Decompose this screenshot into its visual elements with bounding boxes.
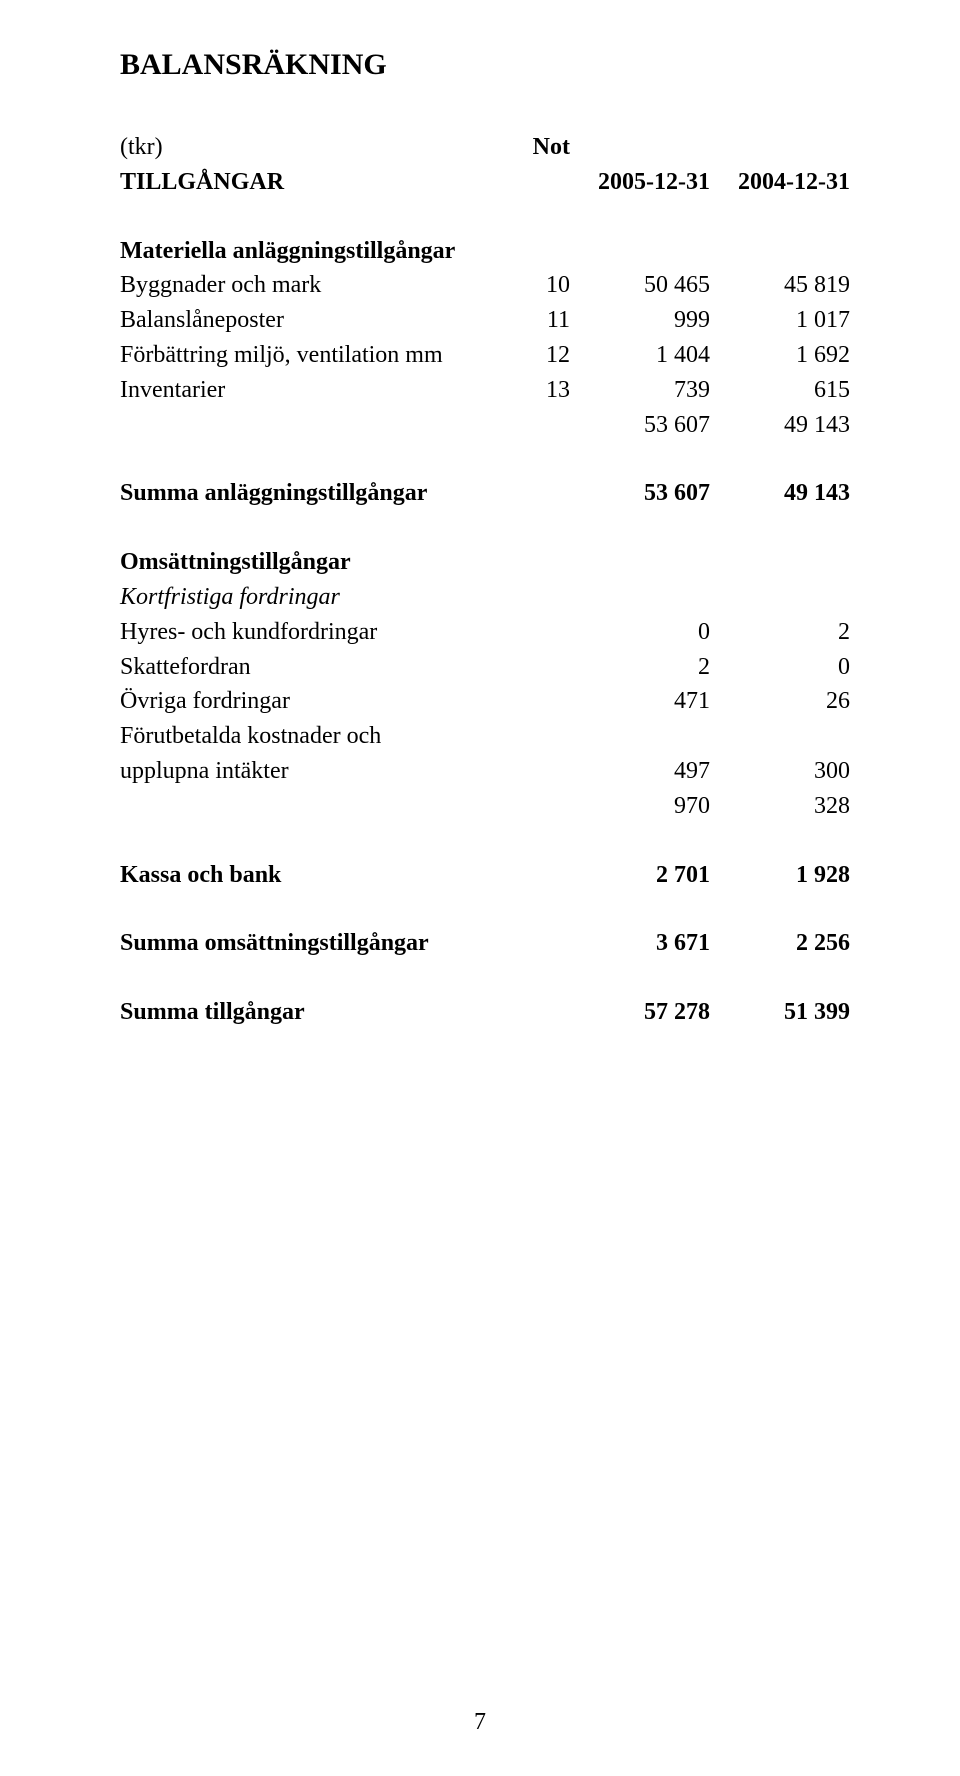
table-row: Övriga fordringar 471 26 — [120, 684, 850, 719]
row-b: 1 017 — [710, 303, 850, 338]
row-not: 11 — [500, 303, 570, 338]
mat-subtotal-a: 53 607 — [570, 408, 710, 443]
table-row: Hyres- och kundfordringar 0 2 — [120, 615, 850, 650]
col-b-header: 2004-12-31 — [710, 165, 850, 200]
sum-oms-b: 2 256 — [710, 926, 850, 961]
oms-subheading: Kortfristiga fordringar — [120, 580, 850, 615]
row-a: 471 — [570, 684, 710, 719]
col-a-header: 2005-12-31 — [570, 165, 710, 200]
row-b: 2 — [710, 615, 850, 650]
row-a: 1 404 — [570, 338, 710, 373]
mat-total-a: 53 607 — [570, 476, 710, 511]
oms-subtotal-row: 970 328 — [120, 789, 850, 824]
row-a: 999 — [570, 303, 710, 338]
mat-total-row: Summa anläggningstillgångar 53 607 49 14… — [120, 476, 850, 511]
row-b: 0 — [710, 650, 850, 685]
forut-row-2: upplupna intäkter 497 300 — [120, 754, 850, 789]
row-not: 10 — [500, 268, 570, 303]
sum-oms-row: Summa omsättningstillgångar 3 671 2 256 — [120, 926, 850, 961]
row-a: 2 — [570, 650, 710, 685]
sum-oms-label: Summa omsättningstillgångar — [120, 926, 500, 961]
row-b: 26 — [710, 684, 850, 719]
page-number: 7 — [0, 1709, 960, 1736]
oms-subtotal-a: 970 — [570, 789, 710, 824]
kassa-label: Kassa och bank — [120, 858, 500, 893]
mat-heading: Materiella anläggningstillgångar — [120, 234, 850, 269]
forut-label-2: upplupna intäkter — [120, 754, 500, 789]
row-label: Byggnader och mark — [120, 268, 500, 303]
sum-tot-row: Summa tillgångar 57 278 51 399 — [120, 995, 850, 1030]
mat-subtotal-b: 49 143 — [710, 408, 850, 443]
row-a: 50 465 — [570, 268, 710, 303]
forut-a: 497 — [570, 754, 710, 789]
table-row: Förbättring miljö, ventilation mm 12 1 4… — [120, 338, 850, 373]
row-b: 1 692 — [710, 338, 850, 373]
row-label: Inventarier — [120, 373, 500, 408]
row-label: Hyres- och kundfordringar — [120, 615, 500, 650]
oms-subtotal-b: 328 — [710, 789, 850, 824]
mat-total-label: Summa anläggningstillgångar — [120, 476, 500, 511]
mat-total-b: 49 143 — [710, 476, 850, 511]
forut-row-1: Förutbetalda kostnader och — [120, 719, 850, 754]
page-title: BALANSRÄKNING — [120, 48, 840, 82]
sum-tot-label: Summa tillgångar — [120, 995, 500, 1030]
row-not: 13 — [500, 373, 570, 408]
kassa-a: 2 701 — [570, 858, 710, 893]
forut-label-1: Förutbetalda kostnader och — [120, 719, 850, 754]
sum-oms-a: 3 671 — [570, 926, 710, 961]
header-row-section: TILLGÅNGAR 2005-12-31 2004-12-31 — [120, 165, 850, 200]
table-row: Byggnader och mark 10 50 465 45 819 — [120, 268, 850, 303]
row-label: Skattefordran — [120, 650, 500, 685]
oms-heading: Omsättningstillgångar — [120, 545, 850, 580]
section-header: TILLGÅNGAR — [120, 165, 500, 200]
page: BALANSRÄKNING (tkr) Not TILLGÅNGAR 2005-… — [0, 0, 960, 1776]
row-a: 739 — [570, 373, 710, 408]
header-row-unit: (tkr) Not — [120, 130, 850, 165]
row-label: Övriga fordringar — [120, 684, 500, 719]
mat-subtotal-row: 53 607 49 143 — [120, 408, 850, 443]
table-row: Balanslåneposter 11 999 1 017 — [120, 303, 850, 338]
unit-label: (tkr) — [120, 130, 500, 165]
row-a: 0 — [570, 615, 710, 650]
kassa-b: 1 928 — [710, 858, 850, 893]
sum-tot-b: 51 399 — [710, 995, 850, 1030]
row-not: 12 — [500, 338, 570, 373]
row-b: 45 819 — [710, 268, 850, 303]
sum-tot-a: 57 278 — [570, 995, 710, 1030]
row-label: Förbättring miljö, ventilation mm — [120, 338, 500, 373]
row-label: Balanslåneposter — [120, 303, 500, 338]
row-b: 615 — [710, 373, 850, 408]
balance-table: (tkr) Not TILLGÅNGAR 2005-12-31 2004-12-… — [120, 130, 850, 1030]
table-row: Inventarier 13 739 615 — [120, 373, 850, 408]
not-header: Not — [500, 130, 570, 165]
table-row: Skattefordran 2 0 — [120, 650, 850, 685]
forut-b: 300 — [710, 754, 850, 789]
kassa-row: Kassa och bank 2 701 1 928 — [120, 858, 850, 893]
